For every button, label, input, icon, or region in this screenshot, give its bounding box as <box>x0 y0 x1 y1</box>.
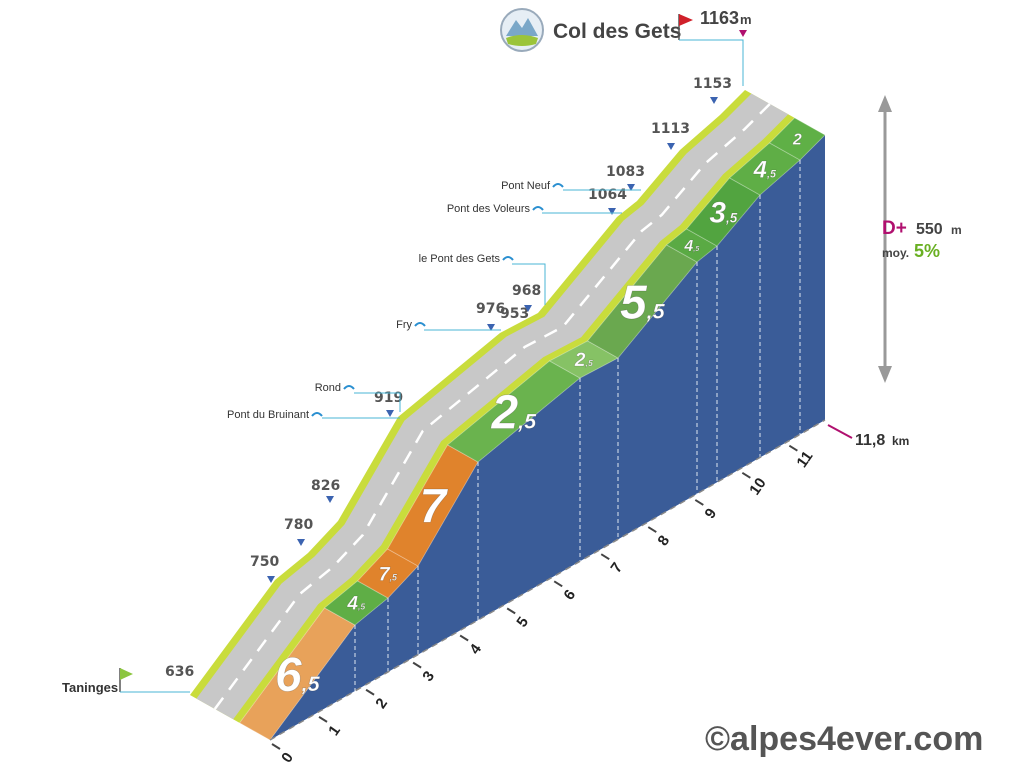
altitude-label: 826 <box>311 478 340 494</box>
place-leader <box>512 263 546 305</box>
bridge-icon <box>502 256 514 261</box>
place-label: Fry <box>396 319 412 331</box>
km-tick <box>412 661 422 669</box>
km-label: 2 <box>372 695 391 712</box>
km-tick <box>553 580 563 588</box>
bridge-icon <box>532 206 544 211</box>
km-label: 11 <box>793 448 816 471</box>
gradient-label: 2,5 <box>490 386 537 439</box>
altitude-label: 1153 <box>693 76 732 92</box>
gradient-label: 4,5 <box>753 156 777 183</box>
gradient-label: 2,5 <box>574 350 593 371</box>
km-tick <box>741 471 751 479</box>
altitude-marker <box>524 305 532 312</box>
gain-value: 550 <box>916 221 943 238</box>
mountain-icon <box>506 18 538 36</box>
km-tick <box>365 688 375 696</box>
altitude-marker <box>487 324 495 331</box>
km-tick <box>459 634 469 642</box>
altitude-marker <box>297 539 305 546</box>
km-tick <box>271 743 281 750</box>
gradient-label: 6,5 <box>275 649 321 702</box>
bridge-icon <box>343 385 355 390</box>
altitude-marker <box>710 97 718 104</box>
altitude-label: 1064 <box>588 187 627 203</box>
bridge-icon <box>311 412 323 417</box>
gain-unit: m <box>951 223 962 237</box>
front-face <box>270 135 825 740</box>
km-label: 9 <box>702 505 721 522</box>
altitude-label: 1113 <box>651 121 690 137</box>
km-tick <box>694 499 704 506</box>
km-label: 3 <box>419 668 438 685</box>
km-tick <box>506 607 516 615</box>
base-line <box>269 419 826 741</box>
gradient-label: 7,5 <box>379 563 398 585</box>
altitude-marker <box>326 496 334 503</box>
altitude-marker <box>667 143 675 150</box>
altitude-label: 1083 <box>606 164 645 180</box>
altitude-label: 750 <box>250 554 279 570</box>
km-label: 5 <box>513 614 532 631</box>
summit-name: Col des Gets <box>553 20 681 43</box>
profile: 6,54,57,572,52,55,54,53,54,5201234567891… <box>190 76 826 766</box>
road <box>196 93 789 720</box>
place-label: Pont du Bruinant <box>227 409 309 421</box>
place-label: le Pont des Gets <box>419 253 501 265</box>
gain-label: D+ <box>882 218 907 239</box>
gradient-label: 4,5 <box>683 238 700 255</box>
altitude-label: 919 <box>374 390 403 406</box>
place-label: Rond <box>315 382 341 394</box>
km-label: 6 <box>560 587 579 604</box>
km-label: 8 <box>655 532 674 549</box>
km-tick <box>647 526 657 533</box>
summit-flag <box>679 14 693 26</box>
km-label: 7 <box>607 560 626 577</box>
altitude-label: 976 <box>476 301 505 317</box>
road-centerline <box>213 103 771 710</box>
km-label: 10 <box>746 475 769 498</box>
start-flag <box>120 668 133 680</box>
altitude-label: 780 <box>284 517 313 533</box>
summit-altitude: 1163 <box>700 8 739 28</box>
place-label: Pont des Voleurs <box>447 203 531 215</box>
km-tick <box>318 716 328 723</box>
gradient-label: 2 <box>792 132 802 149</box>
gradient-label: 5,5 <box>620 276 666 329</box>
place-leader <box>354 392 401 412</box>
km-label: 0 <box>278 749 297 766</box>
km-tick <box>788 444 798 452</box>
distance-value: 11,8 <box>855 432 885 449</box>
distance-unit: km <box>892 434 909 448</box>
avg-value: 5% <box>914 241 940 261</box>
altitude-label: 968 <box>512 283 541 299</box>
km-tick <box>600 553 610 561</box>
gradient-label: 4,5 <box>346 594 365 615</box>
bridge-icon <box>414 322 426 327</box>
start-name: Taninges <box>62 680 118 695</box>
bridge-icon <box>552 183 564 188</box>
place-label: Pont Neuf <box>501 180 551 192</box>
gradient-label: 7 <box>419 480 448 533</box>
km-label: 1 <box>325 722 344 739</box>
avg-label: moy. <box>882 246 909 260</box>
altitude-marker <box>627 184 635 191</box>
altitude-marker <box>267 576 275 583</box>
km-label: 4 <box>466 640 485 657</box>
altitude-marker <box>386 410 394 417</box>
meadow-icon <box>506 35 538 46</box>
altitude-marker <box>608 208 616 215</box>
start-altitude: 636 <box>165 664 194 680</box>
summit-unit: m <box>740 12 752 27</box>
summit-leader <box>679 39 744 86</box>
gradient-segment <box>768 117 826 161</box>
summit-marker <box>739 30 747 37</box>
watermark: ©alpes4ever.com <box>705 720 983 758</box>
distance-marker <box>827 424 853 439</box>
gradient-label: 3,5 <box>709 196 737 229</box>
altitude-label: 953 <box>500 306 529 322</box>
